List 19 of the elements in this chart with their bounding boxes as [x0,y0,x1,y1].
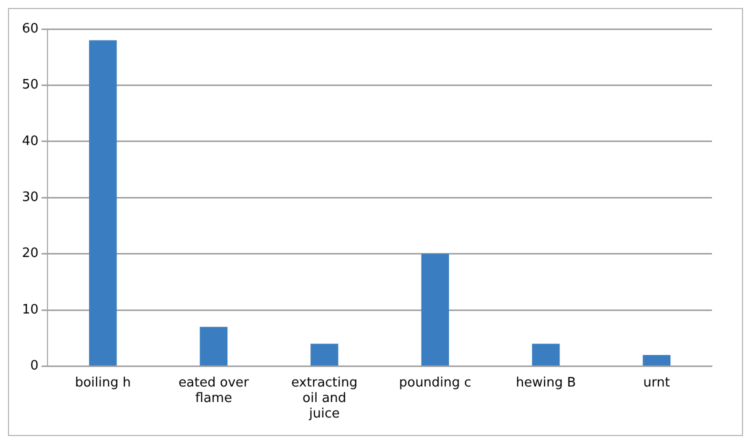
y-tick-label: 40 [22,134,39,149]
bar [89,40,117,366]
y-tick-label: 60 [22,21,39,36]
x-tick-label: hewing B [516,375,576,390]
y-tick-label: 10 [22,302,39,318]
x-tick-label: eated over flame [178,375,250,406]
x-tick-label: urnt [643,375,670,390]
y-tick-label: 50 [22,78,39,93]
y-tick-label: 0 [30,358,39,374]
bar [421,254,449,366]
y-tick-label: 20 [22,246,39,262]
bar [642,354,670,366]
bar [532,344,560,366]
x-tick-label: boiling h [74,375,131,390]
bar [310,344,338,366]
x-tick-label: extracting oil and juice [291,375,358,422]
y-tick-label: 30 [22,190,39,205]
x-tick-label: pounding c [398,375,472,390]
bar [200,326,228,366]
